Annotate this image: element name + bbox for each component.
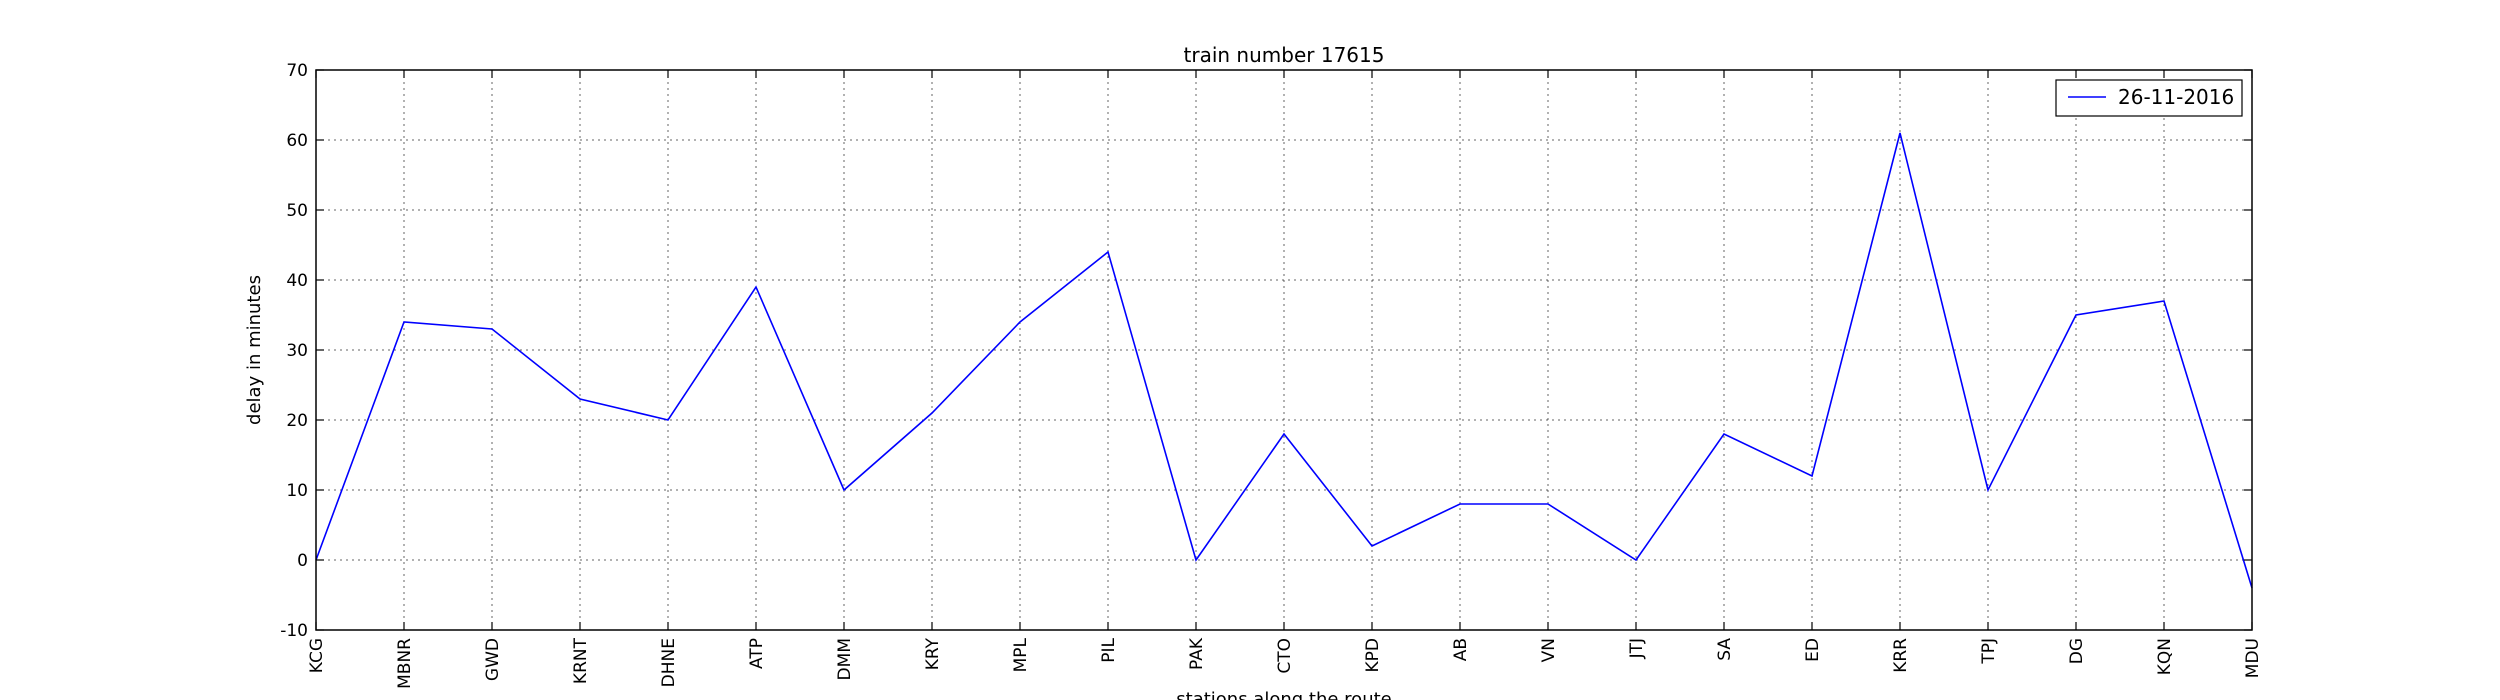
y-tick-label: 70 [286,61,308,81]
x-tick-label: KRR [1891,638,1911,673]
x-tick-label: SA [1715,638,1735,661]
legend-label: 26-11-2016 [2118,85,2234,109]
axis-ticks: -10 0 10 20 30 40 50 60 70 KCG MBNR GWD KRNT DHNE ATP D… [280,61,2263,689]
x-tick-label: VN [1539,638,1559,662]
x-tick-label: MDU [2243,638,2263,678]
chart-title: train number 17615 [1184,43,1385,67]
x-tick-label: DHNE [659,638,679,687]
series-line [315,132,2253,589]
x-tick-label: DG [2067,638,2087,664]
x-tick-label: KPD [1363,638,1383,673]
x-tick-label: DMM [835,638,855,680]
x-tick-label: GWD [483,638,503,681]
x-tick-label: JTJ [1627,638,1647,659]
y-tick-label: 50 [286,201,308,221]
x-axis-label: stations along the route [1176,689,1391,700]
x-tick-label: TPJ [1979,638,1999,665]
x-tick-label: KRY [923,637,943,670]
y-tick-label: 60 [286,131,308,151]
x-tick-label: AB [1451,638,1471,661]
y-tick-label: -10 [280,621,308,641]
x-tick-label: KRNT [571,637,591,684]
x-tick-label: MBNR [395,638,415,689]
grid-lines [316,70,2252,630]
x-tick-label: KCG [307,638,327,673]
x-tick-label: ED [1803,638,1823,662]
y-tick-label: 40 [286,271,308,291]
x-tick-label: PAK [1187,637,1207,670]
y-tick-label: 30 [286,341,308,361]
y-tick-label: 20 [286,411,308,431]
legend-box [2055,79,2243,117]
x-tick-label: MPL [1011,637,1031,672]
y-tick-label: 10 [286,481,308,501]
x-tick-label: KQN [2155,638,2175,675]
series-layer [315,132,2253,589]
x-tick-label: ATP [747,638,767,669]
y-axis-label: delay in minutes [244,275,265,425]
y-tick-label: 0 [297,551,308,571]
x-tick-label: CTO [1275,638,1295,674]
legend: 26-11-2016 [2055,79,2243,117]
x-tick-label: PIL [1099,637,1119,662]
